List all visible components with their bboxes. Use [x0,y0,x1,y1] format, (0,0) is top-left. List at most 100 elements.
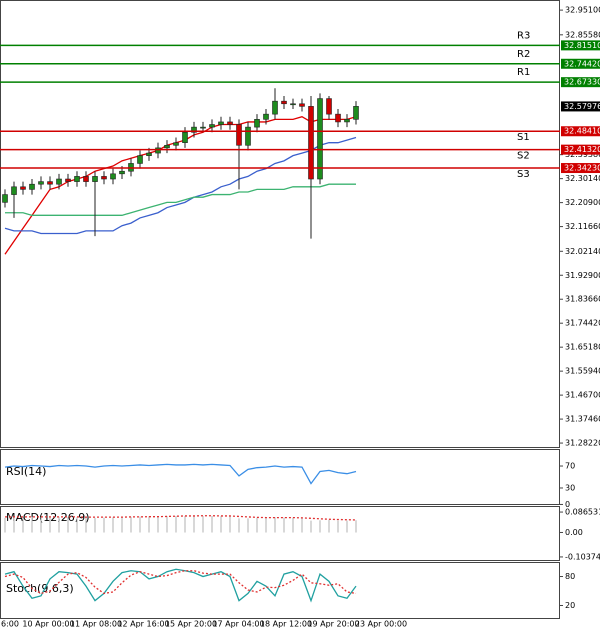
candle-body [236,124,242,146]
y-tick-label: -0.103744 [565,552,600,561]
pivot-price: 32.74420 [564,59,600,68]
y-tick-label: 30 [565,483,575,492]
pivot-name: R1 [517,67,530,78]
pivot-price: 32.48410 [564,127,600,136]
y-tick-label: 70 [565,462,575,471]
candle-body [209,124,215,128]
candle-body [227,121,233,125]
candle-body [110,173,116,180]
candle-body [335,113,341,123]
pivot-name: S2 [517,151,530,162]
pivot-name: S3 [517,169,530,180]
panel-title: MACD(12,26,9) [6,511,90,524]
candle-body [299,103,305,107]
candle-body [2,194,8,203]
y-tick-label: 32.20900 [565,198,600,207]
stoch-signal [4,570,357,595]
pivot-price-box [561,163,600,174]
pivot-price-box [561,58,600,69]
pivot-price-box [561,144,600,155]
candle-body [29,183,35,190]
y-tick-label: 31.74420 [565,319,600,328]
y-tick-label: 20 [565,601,575,610]
y-tick-label: 31.65180 [565,343,600,352]
y-tick-label: 32.39380 [565,150,600,159]
pivot-price: 32.41320 [564,145,600,154]
candle-body [191,126,197,133]
candle-body [200,126,206,129]
candle-body [65,178,71,182]
candle-body [344,119,350,123]
candle-body [326,98,332,115]
x-tick-label: 10 Apr 00:00 [22,620,74,629]
main-panel-frame [0,0,560,448]
moving-average [5,183,356,216]
last-price-box [561,101,600,112]
macd-panel-frame [0,506,560,561]
candle-body [263,113,269,120]
stoch-panel-frame [0,562,560,619]
x-tick-label: 19 Apr 20:00 [307,620,359,629]
y-tick-label: 0 [565,500,570,509]
x-tick-label: 17 Apr 04:00 [212,620,264,629]
stoch-main [4,568,357,603]
pivot-price: 32.81510 [564,41,600,50]
candle-body [83,176,89,182]
y-tick-label: 31.55940 [565,367,600,376]
x-tick-label: 23 Apr 00:00 [355,620,407,629]
x-tick-label: 6:00 [1,620,19,629]
candle-body [245,126,251,146]
candle-body [290,103,296,106]
candle-body [11,186,17,195]
candle-body [101,176,107,180]
y-tick-label: 31.28220 [565,439,600,448]
y-tick-label: 80 [565,572,575,581]
candle-body [92,176,98,182]
y-tick-label: 31.37460 [565,415,600,424]
panel-title: Stoch(9,6,3) [6,582,74,595]
y-tick-label: 0.086531 [565,508,600,517]
candle-body [182,132,188,143]
moving-average [4,116,357,255]
pivot-price-box [561,126,600,137]
x-tick-label: 11 Apr 08:00 [70,620,122,629]
candle-body [254,119,260,128]
last-price: 32.57976 [564,102,600,111]
y-tick-label: 0.00 [565,528,583,537]
y-tick-label: 31.92900 [565,271,600,280]
candle-body [38,181,44,185]
candle-body [146,152,152,156]
pivot-price-box [561,40,600,51]
rsi-panel-frame [0,449,560,505]
candle-body [119,170,125,175]
candle-body [56,178,62,185]
panel-title: RSI(14) [6,465,46,478]
x-tick-label: 18 Apr 12:00 [260,620,312,629]
candle-body [137,155,143,164]
y-tick-label: 32.95100 [565,6,600,15]
candle-body [20,186,26,190]
y-tick-label: 32.11660 [565,222,600,231]
candle-body [317,98,323,180]
pivot-price: 32.67330 [564,78,600,87]
candle-body [218,121,224,125]
x-tick-label: 12 Apr 16:00 [117,620,169,629]
y-tick-label: 32.85580 [565,30,600,39]
candle-body [353,106,359,120]
rsi-line [4,463,357,485]
candle-body [272,100,278,115]
moving-average [4,136,357,235]
candle-body [74,176,80,182]
y-tick-label: 31.46700 [565,391,600,400]
y-tick-label: 32.30140 [565,174,600,183]
candle-body [281,100,287,105]
y-tick-label: 32.02140 [565,247,600,256]
candle-body [173,142,179,146]
candle-body [47,181,53,185]
macd-signal [5,515,357,521]
candle-body [308,106,314,180]
pivot-name: R2 [517,49,530,60]
pivot-price-box [561,77,600,88]
